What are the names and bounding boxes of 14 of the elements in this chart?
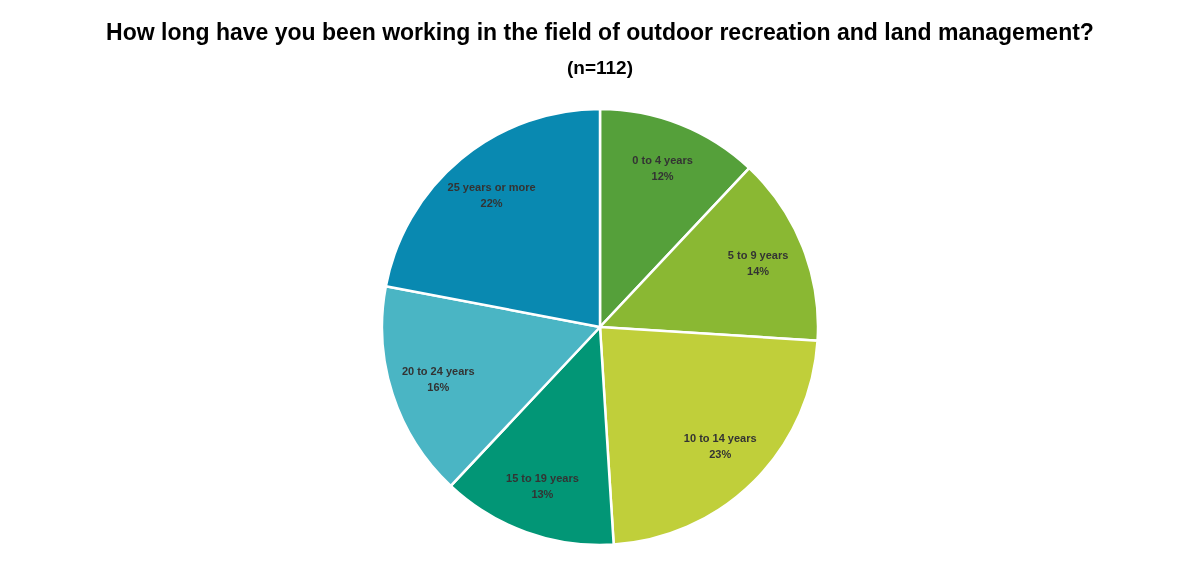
slice-label: 10 to 14 years [683,432,757,445]
data-label: 14% [747,265,770,278]
data-label: 22% [480,196,503,209]
data-label: 13% [531,487,554,500]
slice-label: 15 to 19 years [506,471,579,484]
slice-label: 5 to 9 years [727,249,789,262]
data-label: 16% [427,380,450,393]
data-label: 12% [651,169,674,182]
chart-subtitle: (n=112) [566,57,634,78]
data-label: 23% [709,448,732,461]
slice-label: 20 to 24 years [401,364,475,377]
slice-label: 0 to 4 years [632,153,693,166]
chart-title: How long have you been working in the field of outdoor recreation and land management? [106,19,1094,45]
slice-label: 25 years or more [447,180,536,193]
